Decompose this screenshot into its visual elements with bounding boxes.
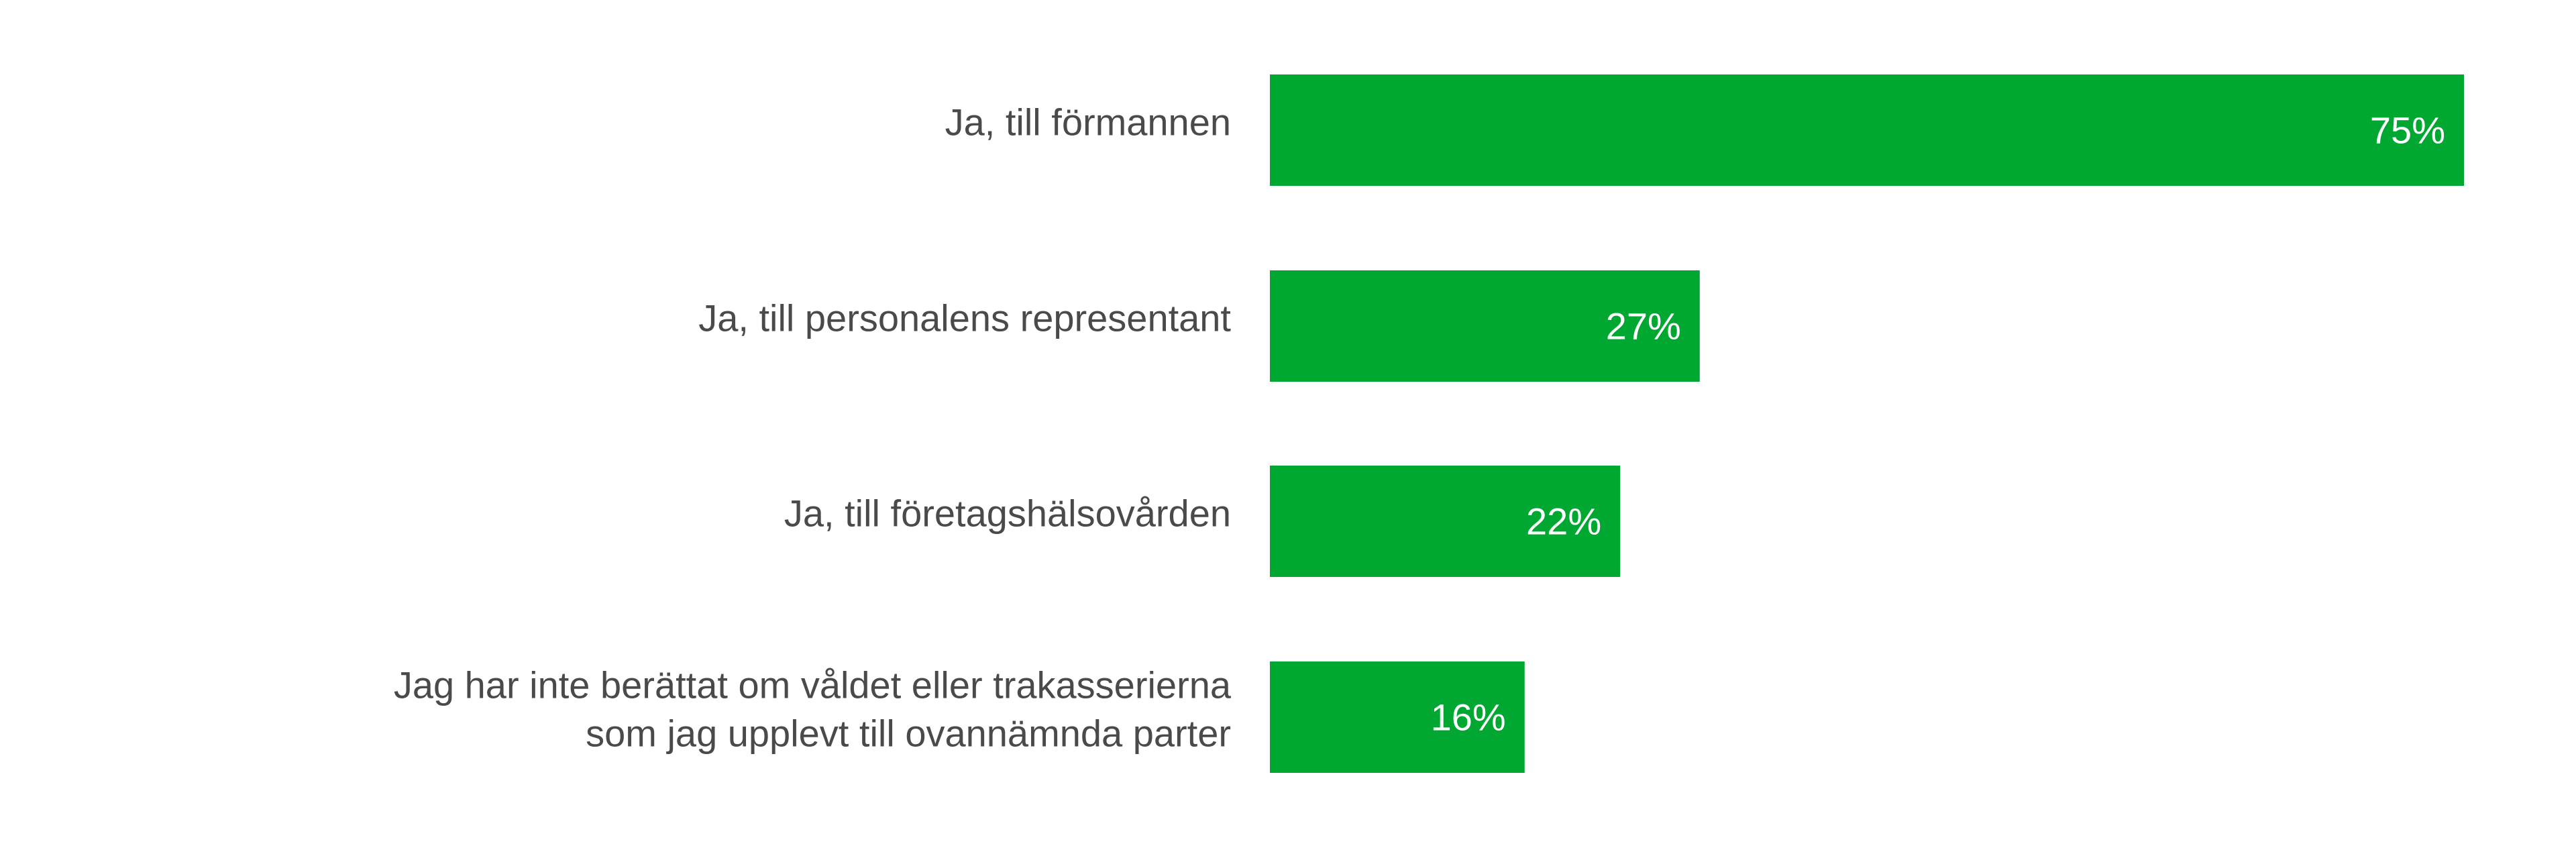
bar-2 [1270,466,1621,577]
category-label-3-line-0: Jag har inte berättat om våldet eller tr… [394,664,1232,706]
category-label-1: Ja, till personalens representant [698,297,1231,339]
bar-value-label-3: 16% [1431,696,1506,739]
category-label-2: Ja, till företagshälsovården [784,492,1231,535]
bar-0 [1270,74,2464,186]
bar-1 [1270,270,1700,382]
category-label-0: Ja, till förmannen [945,101,1231,144]
bar-value-label-0: 75% [2370,109,2445,152]
category-label-3-line-1: som jag upplevt till ovannämnda parter [586,712,1231,755]
bar-3 [1270,661,1525,773]
bar-value-label-1: 27% [1606,305,1681,348]
bars-layer: 75% Ja, till förmannen 27% Ja, till persona… [394,74,2464,773]
bar-value-label-2: 22% [1526,500,1601,543]
